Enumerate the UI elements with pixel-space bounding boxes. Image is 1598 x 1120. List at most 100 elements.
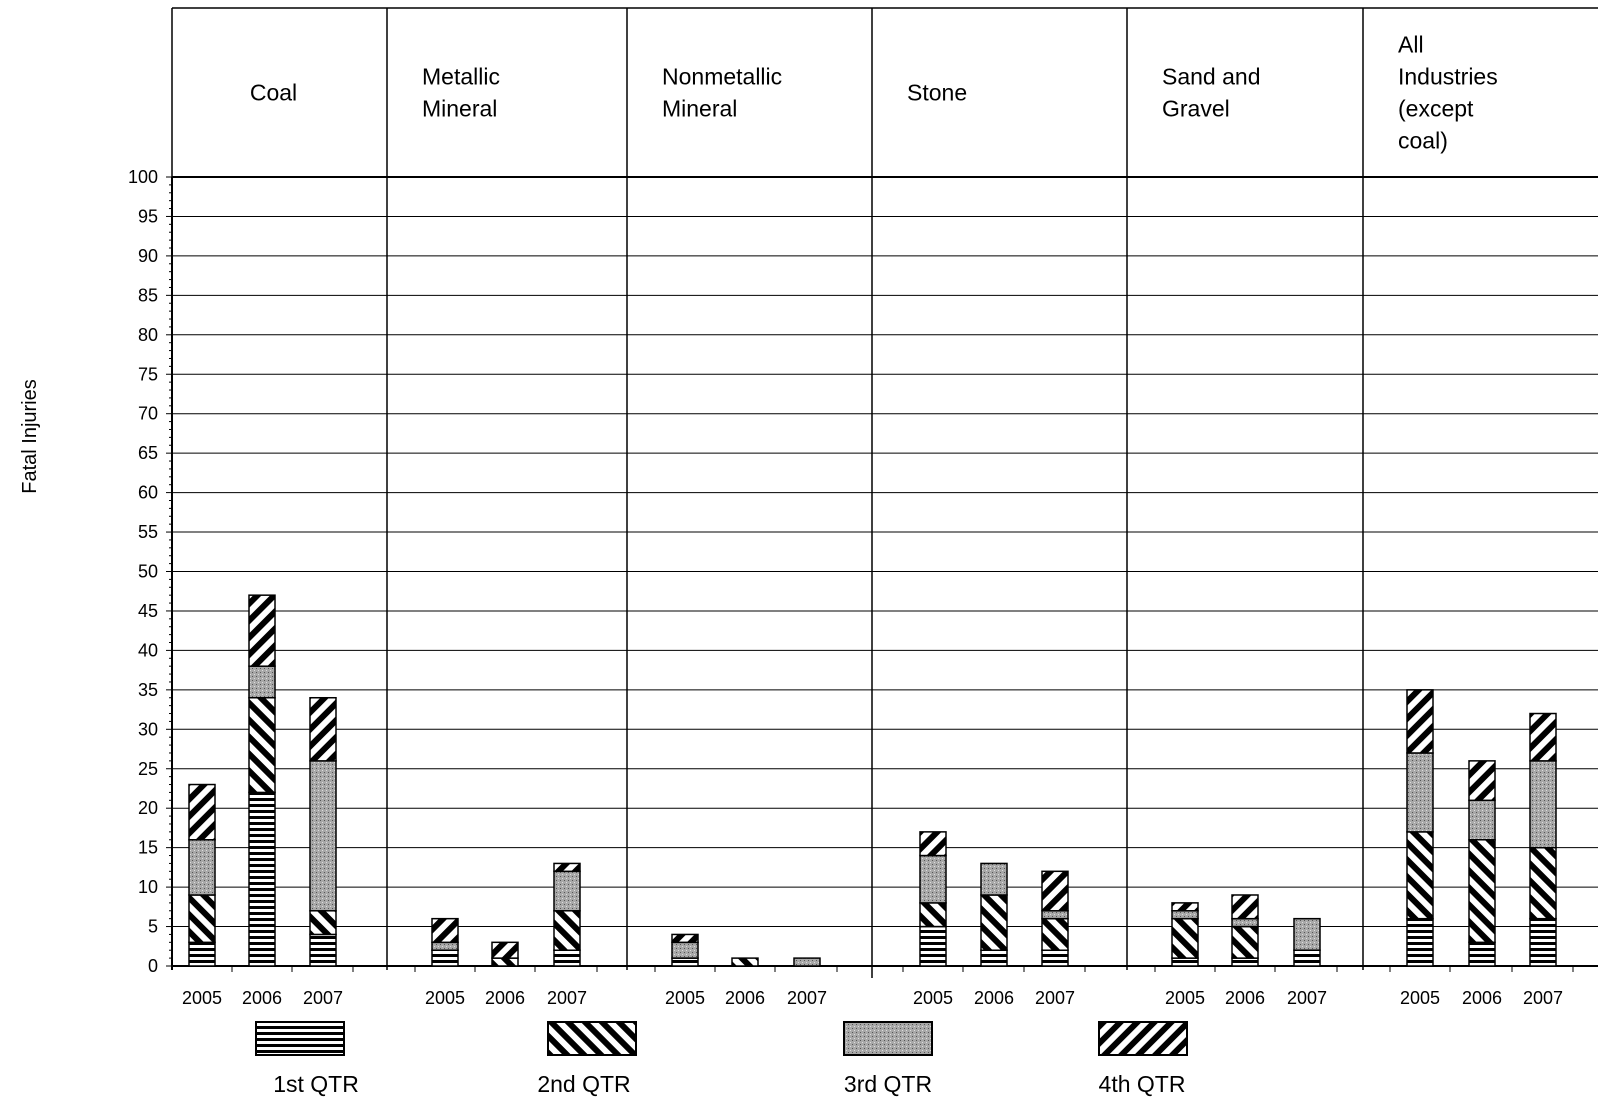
bar-segment-1st-qtr: [248, 791, 276, 967]
year-label: 2006: [1462, 988, 1502, 1008]
bar-segment-4th-qtr: [309, 696, 337, 762]
y-tick-label: 50: [138, 562, 158, 582]
year-label: 2006: [485, 988, 525, 1008]
group-title: Mineral: [662, 96, 737, 122]
bar-segment-4th-qtr: [671, 933, 699, 944]
year-label: 2006: [725, 988, 765, 1008]
group-title: Sand and: [1162, 64, 1260, 90]
year-label: 2007: [547, 988, 587, 1008]
bar-segment-2nd-qtr: [980, 894, 1008, 951]
legend-swatch: [255, 1021, 345, 1056]
legend-label: 1st QTR: [273, 1071, 359, 1097]
y-tick-label: 30: [138, 719, 158, 739]
bar-segment-3rd-qtr: [671, 941, 699, 959]
bar-segment-2nd-qtr: [1468, 839, 1496, 944]
bar-segment-1st-qtr: [1171, 957, 1199, 967]
y-tick-label: 45: [138, 601, 158, 621]
group-title: Stone: [907, 80, 967, 106]
group-title: (except: [1398, 96, 1474, 122]
year-label: 2007: [787, 988, 827, 1008]
y-tick-label: 75: [138, 364, 158, 384]
bar-segment-3rd-qtr: [793, 957, 821, 967]
legend: 1st QTR 2nd QTR 3rd QTR 4th QTR: [255, 1021, 1188, 1097]
bar-segment-1st-qtr: [1529, 917, 1557, 967]
bar-segment-2nd-qtr: [1406, 831, 1434, 920]
gridlines: [172, 215, 1598, 928]
y-tick-label: 80: [138, 325, 158, 345]
legend-label: 2nd QTR: [537, 1071, 630, 1097]
year-label: 2007: [1035, 988, 1075, 1008]
bar-segment-3rd-qtr: [1171, 910, 1199, 920]
bar-segment-1st-qtr: [431, 949, 459, 967]
bar-segment-4th-qtr: [1529, 712, 1557, 762]
bar-segment-1st-qtr: [1293, 949, 1321, 967]
bar-segment-1st-qtr: [188, 941, 216, 967]
legend-label: 4th QTR: [1099, 1071, 1186, 1097]
bar-segment-3rd-qtr: [919, 854, 947, 904]
bars: [188, 594, 1557, 967]
bar-segment-1st-qtr: [309, 933, 337, 967]
bar-segment-4th-qtr: [431, 917, 459, 944]
chart-frame: [166, 7, 1598, 978]
labels: 0 5 10 15 20 25 30 35 40 45 50 55 60 65 70 75 80 85 90 95 10…: [19, 32, 1563, 1009]
group-title: Metallic: [422, 64, 500, 90]
group-title: Coal: [250, 80, 297, 106]
year-label: 2005: [1165, 988, 1205, 1008]
bar-segment-2nd-qtr: [553, 910, 581, 951]
group-title: Nonmetallic: [662, 64, 782, 90]
y-tick-label: 70: [138, 404, 158, 424]
bar-segment-1st-qtr: [1468, 941, 1496, 967]
bar-segment-1st-qtr: [980, 949, 1008, 967]
year-label: 2005: [1400, 988, 1440, 1008]
group-title: Gravel: [1162, 96, 1230, 122]
y-tick-label: 0: [148, 956, 158, 976]
bar-segment-2nd-qtr: [248, 696, 276, 794]
bar-segment-3rd-qtr: [431, 941, 459, 951]
year-label: 2005: [425, 988, 465, 1008]
bar-segment-3rd-qtr: [1406, 752, 1434, 833]
bar-segment-4th-qtr: [1406, 689, 1434, 754]
year-label: 2006: [242, 988, 282, 1008]
year-label: 2007: [303, 988, 343, 1008]
bar-segment-4th-qtr: [1231, 894, 1259, 920]
bar-segment-3rd-qtr: [309, 760, 337, 912]
bar-segment-3rd-qtr: [1231, 917, 1259, 928]
bar-segment-1st-qtr: [1231, 957, 1259, 967]
bar-segment-4th-qtr: [1171, 902, 1199, 912]
bar-segment-2nd-qtr: [1231, 925, 1259, 959]
bar-segment-3rd-qtr: [980, 862, 1008, 896]
y-tick-label: 25: [138, 759, 158, 779]
bar-segment-2nd-qtr: [919, 902, 947, 928]
bar-segment-2nd-qtr: [1171, 917, 1199, 959]
bar-segment-1st-qtr: [919, 925, 947, 967]
year-label: 2005: [913, 988, 953, 1008]
bar-segment-2nd-qtr: [1041, 917, 1069, 951]
y-tick-label: 15: [138, 838, 158, 858]
y-tick-label: 35: [138, 680, 158, 700]
group-title: coal): [1398, 128, 1448, 154]
y-tick-label: 60: [138, 483, 158, 503]
bar-segment-3rd-qtr: [1041, 910, 1069, 920]
bar-segment-3rd-qtr: [1293, 917, 1321, 951]
legend-label: 3rd QTR: [844, 1071, 932, 1097]
y-tick-label: 55: [138, 522, 158, 542]
y-tick-label: 90: [138, 246, 158, 266]
bar-segment-4th-qtr: [248, 594, 276, 667]
bar-segment-1st-qtr: [1406, 917, 1434, 967]
y-tick-label: 5: [148, 917, 158, 937]
y-tick-label: 40: [138, 640, 158, 660]
y-tick-label: 95: [138, 206, 158, 226]
bar-segment-2nd-qtr: [188, 894, 216, 944]
bar-segment-3rd-qtr: [1468, 799, 1496, 841]
bar-segment-3rd-qtr: [553, 870, 581, 912]
bar-segment-4th-qtr: [188, 783, 216, 841]
bar-segment-4th-qtr: [1041, 870, 1069, 912]
bar-segment-4th-qtr: [553, 862, 581, 873]
legend-swatch: [1098, 1021, 1188, 1056]
y-axis-label: Fatal Injuries: [19, 379, 41, 494]
bar-segment-3rd-qtr: [1529, 760, 1557, 849]
legend-swatch: [547, 1021, 637, 1056]
bar-segment-3rd-qtr: [188, 839, 216, 896]
bar-segment-1st-qtr: [553, 949, 581, 967]
